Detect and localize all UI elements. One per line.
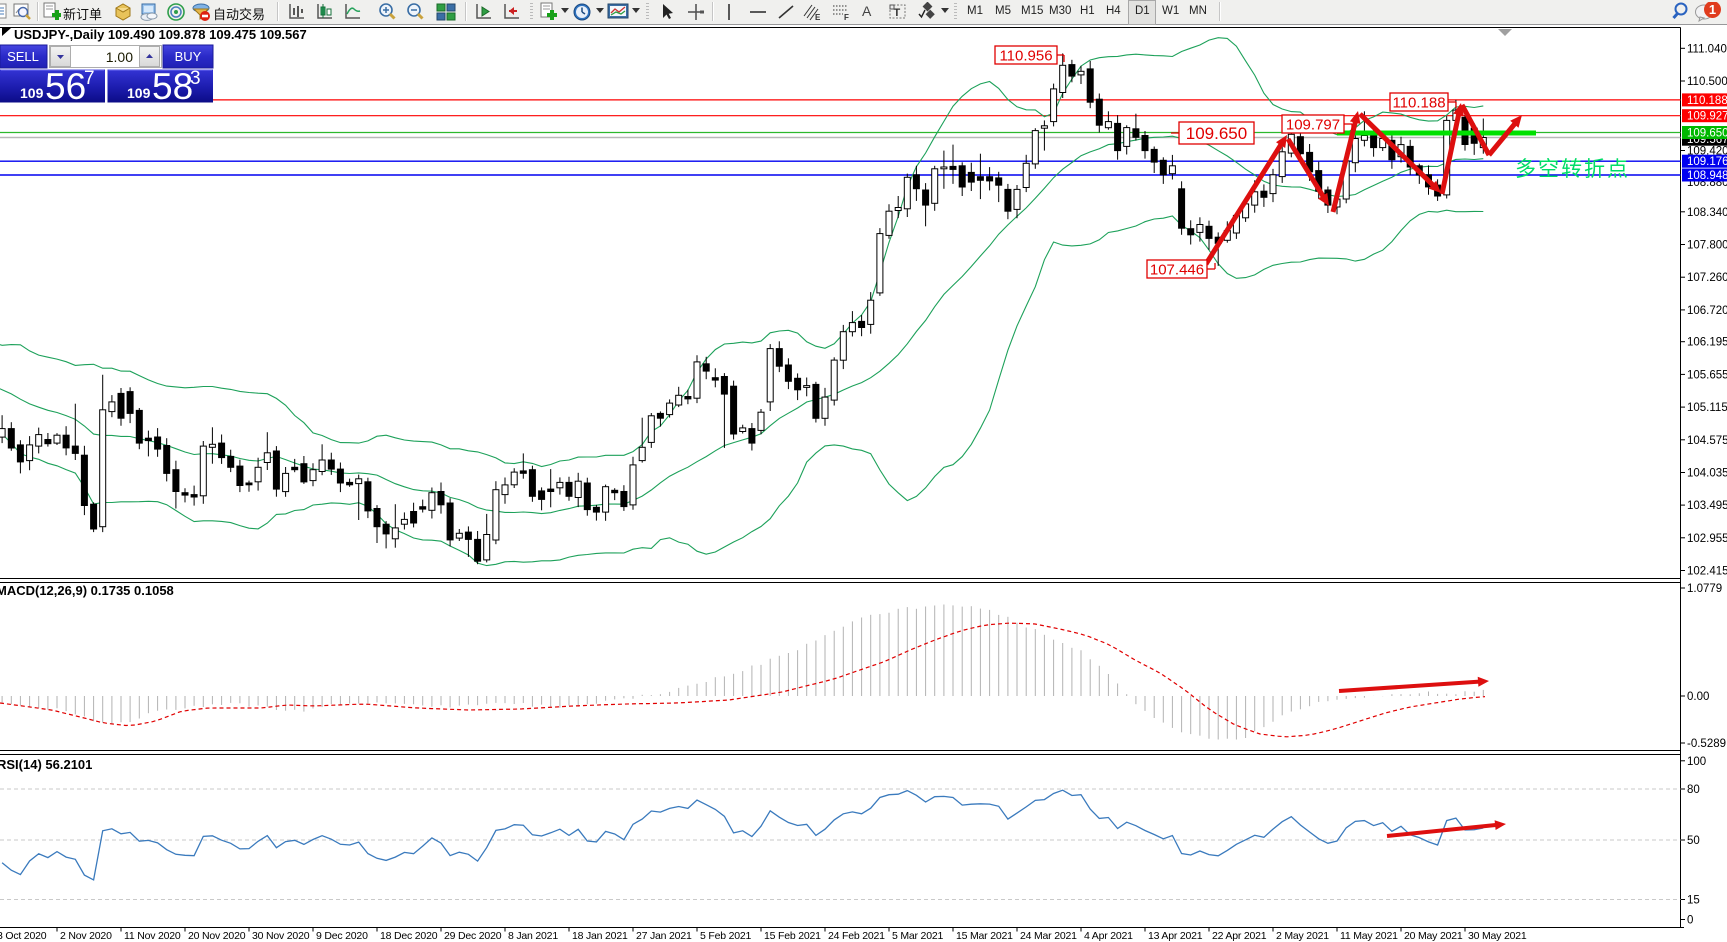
svg-text:108.948: 108.948: [1687, 170, 1727, 182]
svg-text:13 Apr 2021: 13 Apr 2021: [1148, 930, 1203, 942]
svg-text:F: F: [844, 13, 849, 22]
svg-text:5 Feb 2021: 5 Feb 2021: [700, 930, 751, 942]
svg-text:SELL: SELL: [7, 49, 39, 64]
svg-text:56: 56: [45, 66, 86, 107]
svg-text:104.575: 104.575: [1687, 435, 1727, 447]
svg-text:109.650: 109.650: [1186, 124, 1247, 143]
svg-text:8 Jan 2021: 8 Jan 2021: [508, 930, 558, 942]
svg-text:27 Jan 2021: 27 Jan 2021: [636, 930, 692, 942]
svg-text:9 Dec 2020: 9 Dec 2020: [316, 930, 368, 942]
svg-text:BUY: BUY: [175, 49, 202, 64]
svg-text:107.446: 107.446: [1150, 261, 1204, 278]
svg-text:4 Apr 2021: 4 Apr 2021: [1084, 930, 1133, 942]
svg-text:2 Nov 2020: 2 Nov 2020: [60, 930, 112, 942]
svg-text:15: 15: [1687, 895, 1700, 907]
svg-text:103.495: 103.495: [1687, 500, 1727, 512]
svg-text:30 May 2021: 30 May 2021: [1468, 930, 1527, 942]
svg-text:T: T: [894, 7, 901, 19]
svg-text:RSI(14) 56.2101: RSI(14) 56.2101: [0, 757, 92, 772]
svg-text:24 Feb 2021: 24 Feb 2021: [828, 930, 885, 942]
svg-text:2 May 2021: 2 May 2021: [1276, 930, 1329, 942]
svg-text:1.0779: 1.0779: [1687, 583, 1722, 595]
svg-text:7: 7: [84, 68, 95, 89]
svg-text:109.927: 109.927: [1687, 111, 1727, 123]
svg-text:110.188: 110.188: [1392, 94, 1445, 111]
svg-text:0.00: 0.00: [1687, 691, 1709, 703]
svg-text:110.500: 110.500: [1687, 76, 1727, 88]
svg-text:110.188: 110.188: [1687, 95, 1727, 107]
svg-text:-0.5289: -0.5289: [1687, 738, 1726, 750]
svg-text:100: 100: [1687, 756, 1706, 768]
svg-text:20 May 2021: 20 May 2021: [1404, 930, 1463, 942]
svg-text:E: E: [815, 13, 821, 22]
svg-text:USDJPY-,Daily 109.490 109.878: USDJPY-,Daily 109.490 109.878 109.475 10…: [14, 27, 307, 42]
svg-text:15 Mar 2021: 15 Mar 2021: [956, 930, 1013, 942]
svg-text:15 Feb 2021: 15 Feb 2021: [764, 930, 821, 942]
svg-text:18 Jan 2021: 18 Jan 2021: [572, 930, 628, 942]
svg-text:104.035: 104.035: [1687, 468, 1727, 480]
svg-text:3: 3: [190, 68, 201, 89]
svg-text:109.420: 109.420: [1687, 146, 1727, 158]
svg-text:1.00: 1.00: [106, 49, 133, 65]
svg-text:107.260: 107.260: [1687, 272, 1727, 284]
svg-text:11 May 2021: 11 May 2021: [1340, 930, 1398, 942]
svg-text:106.720: 106.720: [1687, 305, 1727, 317]
svg-text:110.956: 110.956: [999, 47, 1052, 64]
svg-text:30 Nov 2020: 30 Nov 2020: [252, 930, 310, 942]
svg-text:11 Nov 2020: 11 Nov 2020: [124, 930, 181, 942]
svg-text:109.650: 109.650: [1687, 128, 1727, 140]
svg-text:109.797: 109.797: [1286, 116, 1340, 133]
svg-text:106.195: 106.195: [1687, 337, 1727, 349]
svg-text:MACD(12,26,9) 0.1735 0.1058: MACD(12,26,9) 0.1735 0.1058: [0, 583, 174, 598]
svg-text:多空转折点: 多空转折点: [1515, 158, 1630, 181]
svg-text:80: 80: [1687, 784, 1700, 796]
svg-text:105.655: 105.655: [1687, 369, 1727, 381]
svg-text:102.955: 102.955: [1687, 533, 1727, 545]
svg-text:24 Mar 2021: 24 Mar 2021: [1020, 930, 1077, 942]
svg-text:111.040: 111.040: [1687, 43, 1727, 55]
svg-text:5 Mar 2021: 5 Mar 2021: [892, 930, 943, 942]
svg-text:109: 109: [20, 85, 44, 101]
svg-text:20 Nov 2020: 20 Nov 2020: [188, 930, 246, 942]
svg-text:105.115: 105.115: [1687, 402, 1727, 414]
svg-text:50: 50: [1687, 835, 1700, 847]
svg-text:29 Dec 2020: 29 Dec 2020: [444, 930, 502, 942]
svg-text:3 Oct 2020: 3 Oct 2020: [0, 930, 47, 942]
svg-text:109: 109: [127, 85, 151, 101]
svg-text:109.176: 109.176: [1687, 156, 1727, 168]
svg-text:58: 58: [152, 66, 193, 107]
svg-text:18 Dec 2020: 18 Dec 2020: [380, 930, 438, 942]
svg-text:1: 1: [1709, 2, 1716, 17]
svg-text:102.415: 102.415: [1687, 566, 1727, 578]
svg-text:22 Apr 2021: 22 Apr 2021: [1212, 930, 1267, 942]
svg-text:108.340: 108.340: [1687, 207, 1727, 219]
svg-text:0: 0: [1687, 915, 1693, 927]
svg-text:107.800: 107.800: [1687, 240, 1727, 252]
